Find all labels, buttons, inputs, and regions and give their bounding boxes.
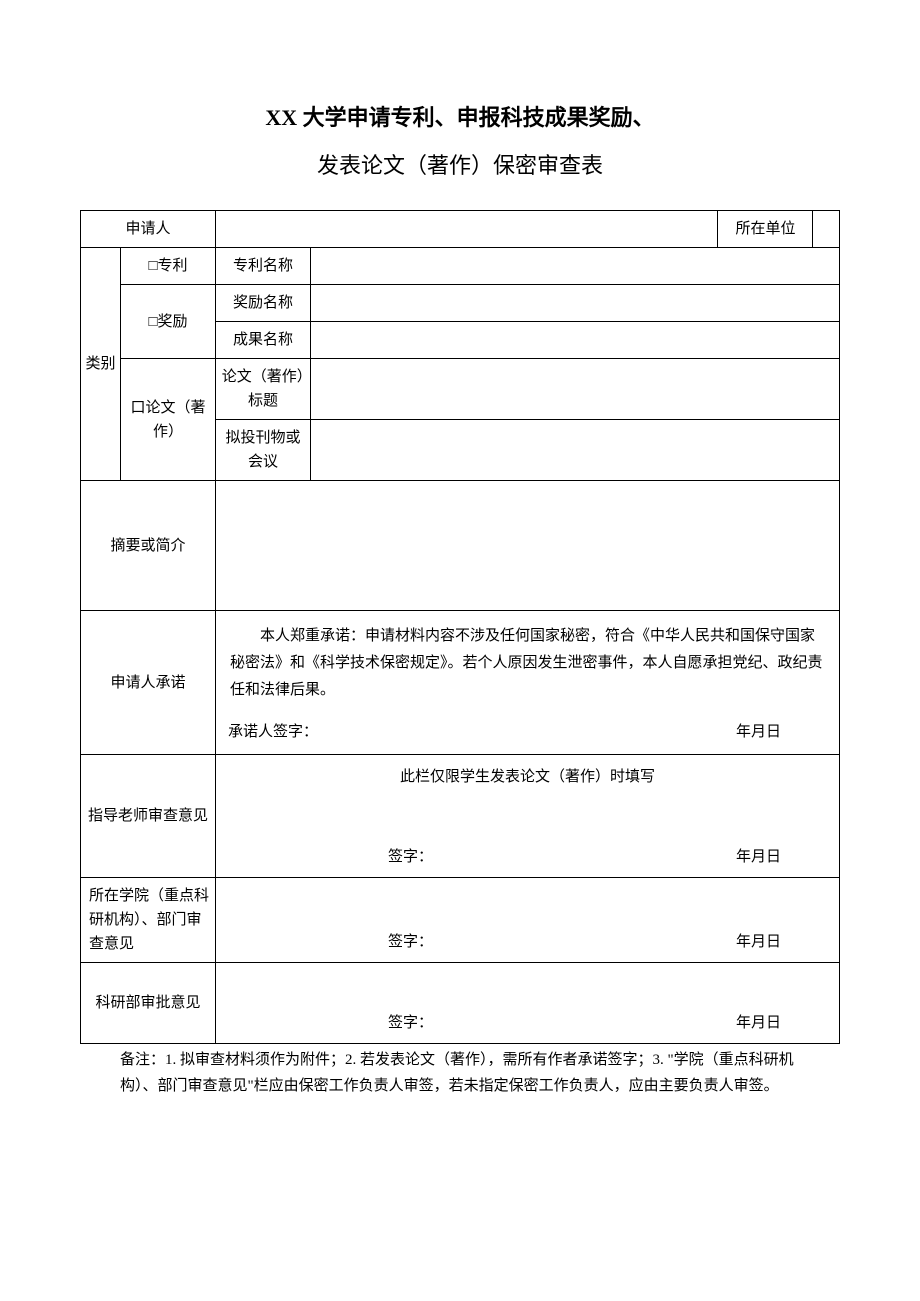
- abstract-label: 摘要或简介: [81, 481, 216, 611]
- department-cell[interactable]: 签字： 年月日: [216, 878, 840, 963]
- value-journal[interactable]: [311, 420, 840, 481]
- advisor-date: 年月日: [736, 845, 781, 869]
- field-paper-title: 论文（著作）标题: [216, 359, 311, 420]
- research-cell[interactable]: 签字： 年月日: [216, 963, 840, 1044]
- option-patent[interactable]: □专利: [121, 248, 216, 285]
- option-paper[interactable]: 口论文（著作）: [121, 359, 216, 481]
- research-date: 年月日: [736, 1011, 781, 1035]
- footnotes: 备注：1. 拟审查材料须作为附件；2. 若发表论文（著作），需所有作者承诺签字；…: [80, 1044, 840, 1099]
- field-patent-name: 专利名称: [216, 248, 311, 285]
- title-prefix: XX: [265, 105, 297, 130]
- unit-value[interactable]: [813, 211, 840, 248]
- advisor-cell[interactable]: 此栏仅限学生发表论文（著作）时填写 签字： 年月日: [216, 755, 840, 878]
- patent-row: 类别 □专利 专利名称: [81, 248, 840, 285]
- advisor-label: 指导老师审查意见: [81, 755, 216, 878]
- department-label: 所在学院（重点科研机构）、部门审查意见: [81, 878, 216, 963]
- award-name-row: □奖励 奖励名称: [81, 285, 840, 322]
- field-journal: 拟投刊物或会议: [216, 420, 311, 481]
- commitment-sign-label: 承诺人签字：: [228, 720, 318, 744]
- applicant-row: 申请人 所在单位: [81, 211, 840, 248]
- field-result-name: 成果名称: [216, 322, 311, 359]
- department-sign-label: 签字：: [388, 930, 433, 954]
- applicant-value[interactable]: [216, 211, 718, 248]
- category-label: 类别: [81, 248, 121, 481]
- department-date: 年月日: [736, 930, 781, 954]
- commitment-date: 年月日: [736, 720, 781, 744]
- commitment-label: 申请人承诺: [81, 611, 216, 755]
- title-line-1: XX 大学申请专利、申报科技成果奖励、: [80, 100, 840, 132]
- advisor-sign-label: 签字：: [388, 845, 433, 869]
- research-sign-label: 签字：: [388, 1011, 433, 1035]
- unit-label: 所在单位: [718, 211, 813, 248]
- abstract-row: 摘要或简介: [81, 481, 840, 611]
- commitment-text: 本人郑重承诺：申请材料内容不涉及任何国家秘密，符合《中华人民共和国保守国家秘密法…: [224, 619, 831, 708]
- title-rest: 大学申请专利、申报科技成果奖励、: [297, 105, 655, 130]
- value-result-name[interactable]: [311, 322, 840, 359]
- department-row: 所在学院（重点科研机构）、部门审查意见 签字： 年月日: [81, 878, 840, 963]
- commitment-row: 申请人承诺 本人郑重承诺：申请材料内容不涉及任何国家秘密，符合《中华人民共和国保…: [81, 611, 840, 755]
- paper-title-row: 口论文（著作） 论文（著作）标题: [81, 359, 840, 420]
- research-row: 科研部审批意见 签字： 年月日: [81, 963, 840, 1044]
- option-award[interactable]: □奖励: [121, 285, 216, 359]
- field-award-name: 奖励名称: [216, 285, 311, 322]
- advisor-row: 指导老师审查意见 此栏仅限学生发表论文（著作）时填写 签字： 年月日: [81, 755, 840, 878]
- abstract-value[interactable]: [216, 481, 840, 611]
- value-award-name[interactable]: [311, 285, 840, 322]
- confidentiality-form-table: 申请人 所在单位 类别 □专利 专利名称 □奖励 奖励名称 成果名称 口论文（著…: [80, 210, 840, 1044]
- applicant-label: 申请人: [81, 211, 216, 248]
- research-label: 科研部审批意见: [81, 963, 216, 1044]
- value-paper-title[interactable]: [311, 359, 840, 420]
- advisor-note: 此栏仅限学生发表论文（著作）时填写: [224, 761, 831, 793]
- commitment-cell: 本人郑重承诺：申请材料内容不涉及任何国家秘密，符合《中华人民共和国保守国家秘密法…: [216, 611, 840, 755]
- form-title: XX 大学申请专利、申报科技成果奖励、 发表论文（著作）保密审查表: [80, 100, 840, 180]
- title-line-2: 发表论文（著作）保密审查表: [80, 148, 840, 180]
- value-patent-name[interactable]: [311, 248, 840, 285]
